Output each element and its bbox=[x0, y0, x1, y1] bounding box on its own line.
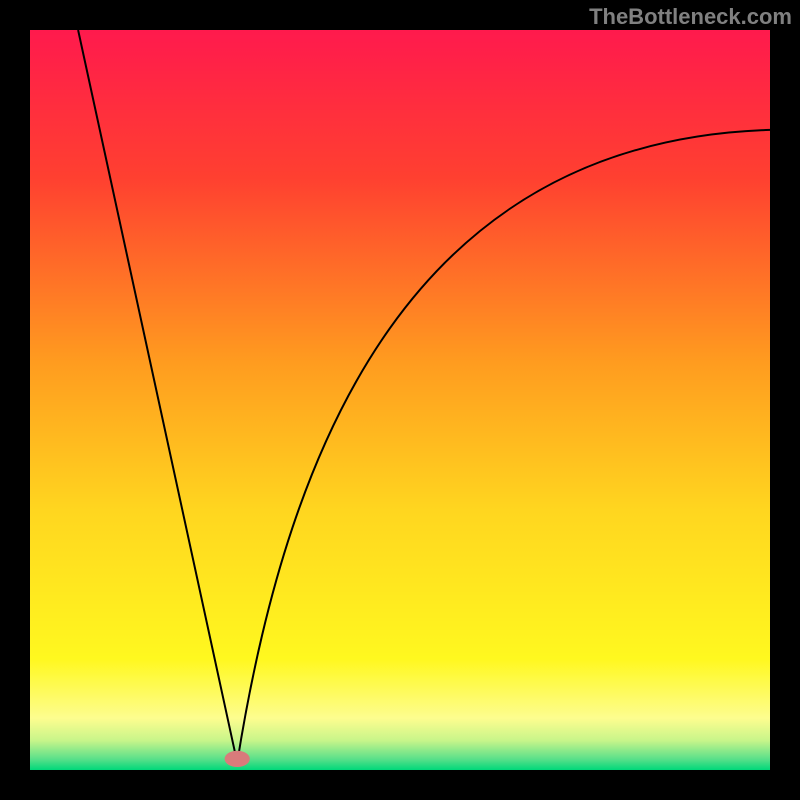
watermark-text: TheBottleneck.com bbox=[589, 4, 792, 30]
figure-container: TheBottleneck.com bbox=[0, 0, 800, 800]
vertex-marker bbox=[225, 751, 250, 767]
chart-background bbox=[30, 30, 770, 770]
plot-area bbox=[30, 30, 770, 770]
chart-svg bbox=[30, 30, 770, 770]
